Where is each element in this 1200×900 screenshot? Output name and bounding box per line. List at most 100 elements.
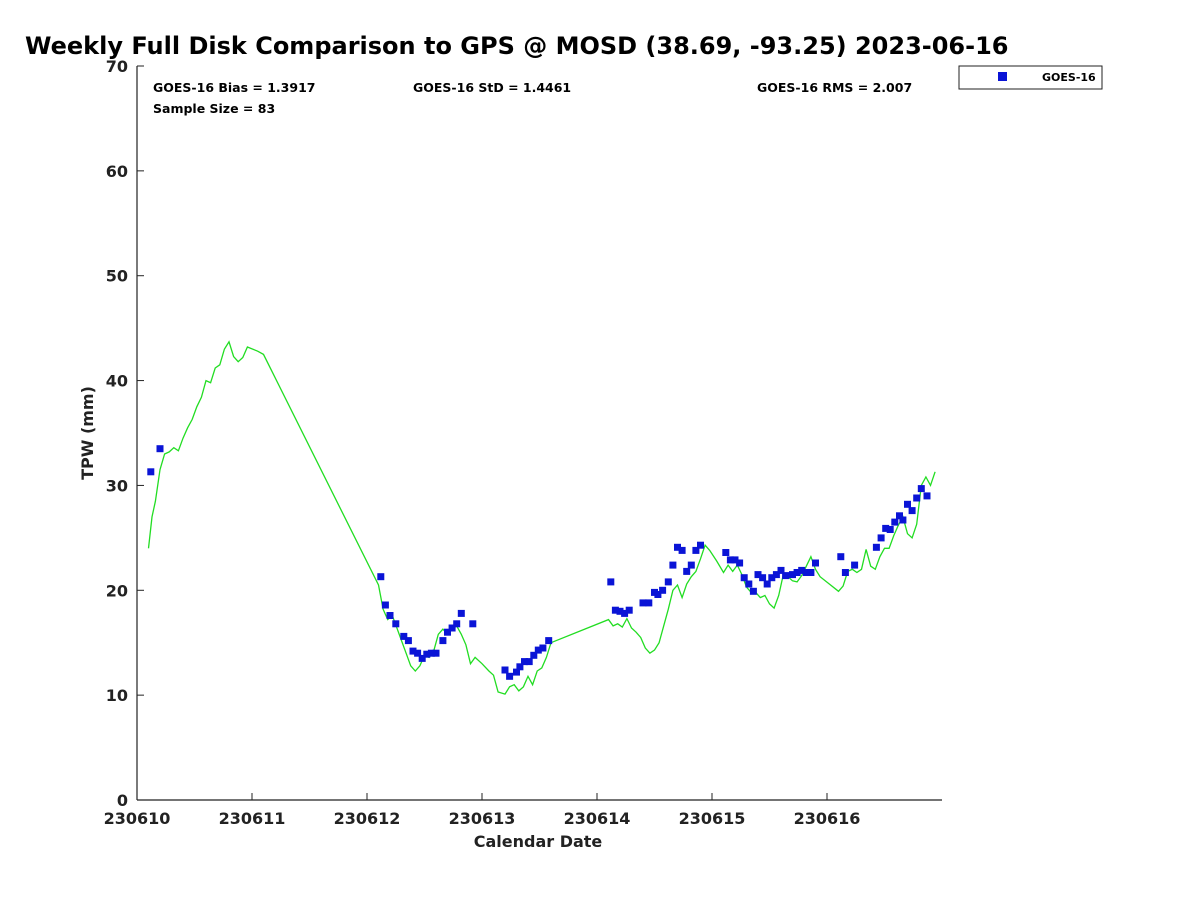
goes16-point	[414, 649, 422, 657]
goes16-point	[625, 606, 633, 614]
data-series	[147, 340, 936, 695]
goes16-point	[802, 569, 810, 576]
y-tick-label: 10	[106, 686, 128, 705]
goes16-point	[545, 637, 553, 645]
goes16-point	[501, 666, 509, 674]
goes16-point	[156, 445, 164, 453]
rms-stat: GOES-16 RMS = 2.007	[757, 80, 912, 95]
goes16-point	[923, 492, 931, 500]
x-axis-ticks: 230610 230611 230612 230613 230614 230615 2306…	[104, 793, 861, 828]
goes16-point	[506, 672, 514, 680]
goes16-point	[674, 543, 681, 551]
goes16-point	[891, 518, 899, 526]
goes16-point	[423, 650, 431, 658]
goes16-point	[386, 612, 394, 619]
goes16-point	[432, 649, 440, 657]
goes16-point	[678, 546, 686, 554]
goes16-point	[439, 637, 447, 645]
goes16-point	[664, 578, 672, 586]
x-tick-label: 230611	[219, 809, 286, 828]
legend-marker-goes16	[998, 72, 1007, 81]
goes16-point	[453, 620, 461, 628]
goes16-point	[777, 566, 785, 574]
goes16-point	[882, 524, 890, 532]
chart-title: Weekly Full Disk Comparison to GPS @ MOS…	[25, 32, 1008, 60]
legend-box	[958, 65, 1103, 90]
goes16-point	[759, 574, 767, 582]
y-axis-label: TPW (mm)	[78, 386, 97, 480]
y-tick-label: 50	[106, 267, 128, 286]
goes16-point	[457, 609, 465, 617]
goes16-point	[469, 620, 477, 628]
x-tick-label: 230616	[794, 809, 861, 828]
goes16-point	[726, 556, 734, 564]
goes16-point	[669, 561, 677, 569]
x-tick-label: 230613	[449, 809, 516, 828]
goes16-point	[404, 637, 412, 645]
x-tick-label: 230612	[334, 809, 401, 828]
goes16-point	[400, 632, 408, 640]
goes16-point	[607, 578, 615, 586]
y-tick-label: 40	[106, 372, 128, 391]
goes16-point	[913, 494, 921, 502]
goes16-point	[697, 541, 704, 549]
goes16-point	[683, 567, 691, 575]
goes16-point	[908, 507, 916, 515]
goes16-point	[749, 587, 757, 595]
goes16-point	[899, 516, 907, 524]
goes16-point	[722, 549, 730, 556]
goes16-point	[516, 663, 524, 671]
goes16-point	[772, 571, 780, 579]
goes16-point	[448, 624, 456, 632]
legend: GOES-16	[958, 65, 1103, 90]
goes16-point	[616, 607, 624, 615]
goes16-point	[731, 556, 739, 564]
y-tick-label: 0	[117, 791, 128, 810]
goes16-point	[377, 573, 385, 581]
goes16-point	[409, 647, 417, 655]
goes16-point	[837, 553, 845, 561]
y-tick-label: 30	[106, 476, 128, 495]
goes16-point	[807, 569, 815, 576]
goes16-point	[736, 559, 744, 567]
goes16-point	[659, 586, 667, 594]
goes16-point	[645, 599, 653, 607]
plot-area	[136, 66, 942, 801]
goes16-point	[754, 571, 762, 579]
goes16-point	[147, 468, 155, 476]
std-stat: GOES-16 StD = 1.4461	[413, 80, 571, 95]
goes16-point	[904, 500, 911, 508]
bias-stat: GOES-16 Bias = 1.3917	[153, 80, 315, 95]
gps-tpw-line	[147, 340, 936, 695]
goes16-point	[793, 569, 801, 576]
goes16-point	[444, 628, 451, 636]
sample-size-stat: Sample Size = 83	[153, 101, 275, 116]
goes16-point	[534, 646, 542, 654]
x-tick-label: 230615	[679, 809, 746, 828]
x-tick-label: 230614	[564, 809, 631, 828]
x-axis-label: Calendar Date	[474, 832, 603, 851]
goes16-point	[381, 601, 389, 609]
goes16-point	[639, 599, 647, 607]
goes16-point	[513, 668, 520, 676]
goes16-point	[521, 658, 528, 666]
goes16-point	[896, 512, 903, 520]
goes16-point	[789, 571, 796, 579]
goes16-point	[872, 543, 880, 551]
y-tick-label: 20	[106, 581, 128, 600]
y-axis-ticks: 0 10 20 30 40 50 60 70	[106, 57, 144, 810]
goes16-point	[851, 561, 859, 569]
goes16-point	[427, 649, 435, 657]
goes16-point	[812, 559, 819, 567]
goes16-point	[768, 574, 776, 582]
y-tick-label: 70	[106, 57, 128, 76]
y-tick-label: 60	[106, 162, 128, 181]
legend-label-goes16: GOES-16	[1042, 71, 1096, 84]
goes16-point	[654, 591, 662, 598]
goes16-point	[418, 654, 426, 662]
statistics-annotations: GOES-16 Bias = 1.3917 GOES-16 StD = 1.44…	[153, 80, 912, 116]
goes16-point	[763, 580, 771, 588]
goes16-point	[782, 572, 790, 580]
x-tick-label: 230610	[104, 809, 171, 828]
